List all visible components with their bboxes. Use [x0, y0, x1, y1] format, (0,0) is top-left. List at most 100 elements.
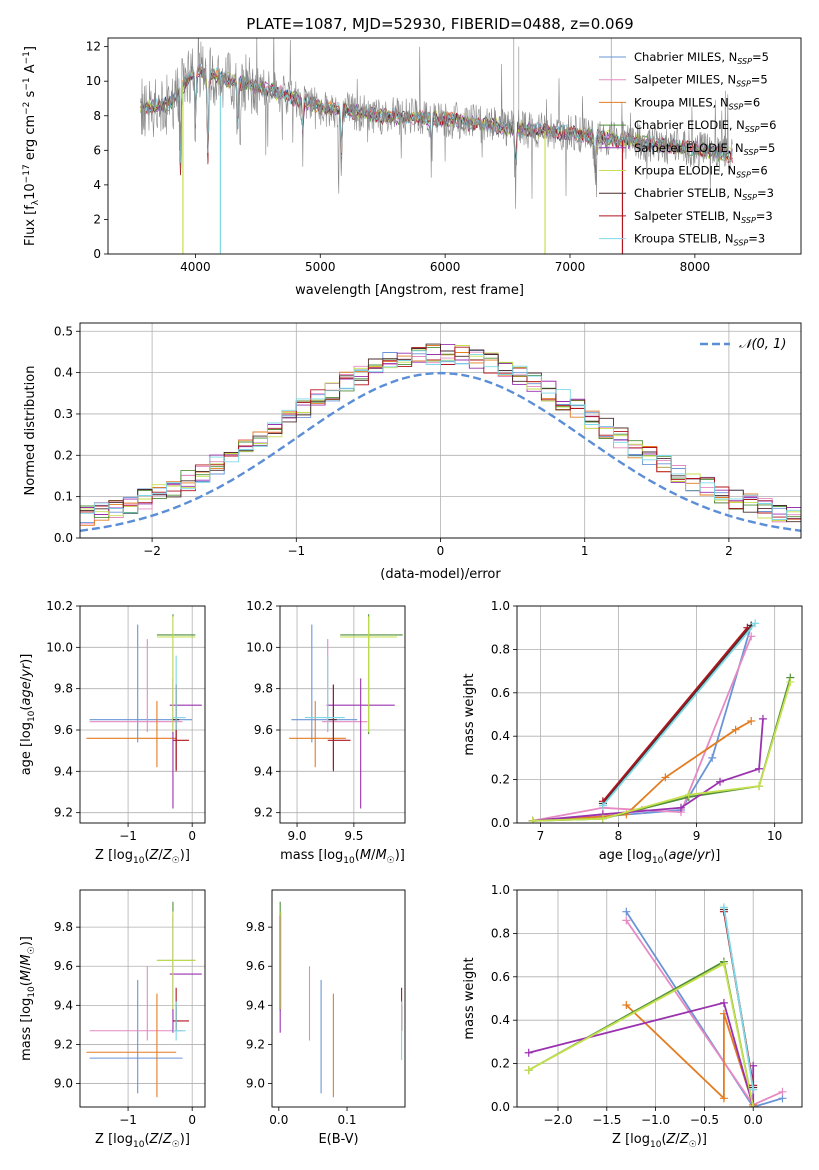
z-age-marks [86, 614, 202, 809]
y-tick-label: 9.8 [254, 682, 273, 696]
weight-marker [778, 1087, 787, 1096]
x-axis-label: wavelength [Angstrom, rest frame] [295, 283, 524, 298]
errorbar-point [172, 987, 189, 1031]
x-tick-label: −0.5 [690, 1113, 719, 1127]
y-tick-label: 0.6 [491, 686, 510, 700]
y-tick-label: 0.0 [491, 1100, 510, 1114]
legend-entry: 𝒩(0, 1) [739, 337, 786, 352]
legend-entry: Salpeter ELODIE, NSSP=5 [634, 141, 775, 157]
x-axis-label: Z [log10(Z/Z☉)] [95, 1132, 190, 1150]
spectrum-legend: Chabrier MILES, NSSP=5 Salpeter MILES, NS… [599, 50, 776, 248]
errorbar-point [291, 624, 358, 743]
legend-entry: Salpeter MILES, NSSP=5 [634, 73, 768, 89]
y-tick-label: 9.4 [254, 764, 273, 778]
z-weight-marks [524, 903, 787, 1107]
spectrum-panel: 4000 5000 6000 7000 8000 0 2 4 6 8 10 12 wavelength … [22, 37, 802, 298]
y-tick-label: 0.0 [491, 816, 510, 830]
x-tick-label: 2 [725, 544, 733, 558]
y-axis-label: Normed distribution [23, 366, 38, 496]
x-axis-label: Z [log10(Z/Z☉)] [95, 848, 190, 866]
x-tick-label: 9.5 [344, 829, 363, 843]
y-tick-label: 0.2 [54, 448, 73, 462]
weight-series-line [528, 962, 755, 1107]
errorbar-point [169, 678, 202, 809]
y-tick-label: 9.6 [246, 959, 265, 973]
errorbar-point [89, 624, 193, 743]
weight-marker [751, 619, 760, 628]
age-weight-marks [528, 619, 795, 823]
y-tick-label: 9.2 [254, 806, 273, 820]
y-tick-label: 9.6 [254, 723, 273, 737]
ebv-mass-marks [279, 901, 403, 1098]
x-tick-label: 8 [615, 829, 623, 843]
axes-frame [79, 889, 206, 1108]
weight-series-line [602, 622, 756, 807]
errorbar-point [289, 701, 346, 768]
errorbar-point [340, 616, 398, 733]
weight-marker [661, 773, 670, 782]
x-tick-label: −1.5 [592, 1113, 621, 1127]
weight-marker [524, 1066, 533, 1075]
y-tick-label: 9.2 [54, 806, 73, 820]
residual-histogram [80, 343, 801, 523]
y-tick-label: 6 [93, 143, 101, 157]
y-tick-label: 9.4 [54, 764, 73, 778]
y-tick-label: 9.4 [246, 998, 265, 1012]
axes-frame [279, 605, 406, 824]
y-tick-label: 0.1 [54, 490, 73, 504]
y-tick-label: 0 [93, 247, 101, 261]
legend-entry: Kroupa ELODIE, NSSP=6 [634, 164, 768, 180]
x-tick-label: 0.1 [337, 1113, 356, 1127]
x-tick-label: 10 [767, 829, 782, 843]
x-tick-label: 0 [188, 1113, 196, 1127]
x-tick-label: 0.0 [269, 1113, 288, 1127]
errorbar-point [89, 639, 183, 733]
errorbar-point [169, 915, 202, 1033]
y-tick-label: 0.3 [54, 407, 73, 421]
errorbar-point [86, 993, 177, 1098]
axes-frame [79, 322, 802, 539]
weight-marker [749, 1103, 758, 1107]
weight-marker [622, 1001, 631, 1010]
weight-marker [747, 632, 756, 641]
y-tick-label: 9.8 [54, 682, 73, 696]
legend-entry: Chabrier STELIB, NSSP=3 [634, 186, 774, 202]
x-tick-label: 1 [581, 544, 589, 558]
y-tick-label: 9.0 [54, 1077, 73, 1091]
y-tick-label: 0.4 [491, 729, 510, 743]
y-axis-label: age [log10(age/yr)] [19, 654, 37, 776]
z-mass-marks [86, 901, 202, 1098]
y-tick-label: 9.8 [54, 920, 73, 934]
weight-marker [755, 782, 764, 791]
errorbar-point [89, 979, 183, 1094]
y-tick-label: 10.0 [46, 640, 73, 654]
errorbar-point [340, 614, 403, 735]
axes-frame [79, 605, 206, 824]
errorbar-point [172, 655, 186, 730]
age-weight-panel: 7 8 9 10 0.0 0.2 0.4 0.6 0.8 1.0 age [log10(age/yr… [462, 599, 803, 866]
y-tick-label: 12 [86, 40, 101, 54]
weight-marker [743, 623, 752, 632]
x-axis-label: (data-model)/error [380, 567, 501, 582]
legend-entry: Chabrier ELODIE, NSSP=6 [634, 118, 776, 134]
y-tick-label: 9.6 [54, 959, 73, 973]
weight-series-line [723, 907, 755, 1090]
y-tick-label: 0.2 [491, 773, 510, 787]
weight-marker [708, 753, 717, 762]
weight-series-line [602, 627, 748, 802]
axes-frame [516, 889, 803, 1108]
weight-series-line [625, 911, 783, 1107]
y-tick-label: 1.0 [491, 883, 510, 897]
residual-histogram [80, 350, 801, 520]
y-axis-label: Flux [fλ10−17 erg cm−2 s−1 A−1] [22, 46, 41, 246]
y-tick-label: 4 [93, 178, 101, 192]
weight-marker [786, 677, 795, 686]
errorbar-point [172, 1001, 186, 1041]
residuals-marks [80, 343, 801, 532]
y-tick-label: 10.2 [46, 599, 73, 613]
x-axis-label: Z [log10(Z/Z☉)] [612, 1132, 707, 1150]
z-age-panel: −1 0 9.2 9.4 9.6 9.8 10.0 10.2 Z [log10(Z/Z☉)] ag… [19, 599, 206, 866]
weight-series-line [532, 677, 792, 822]
axes-frame [107, 37, 802, 255]
